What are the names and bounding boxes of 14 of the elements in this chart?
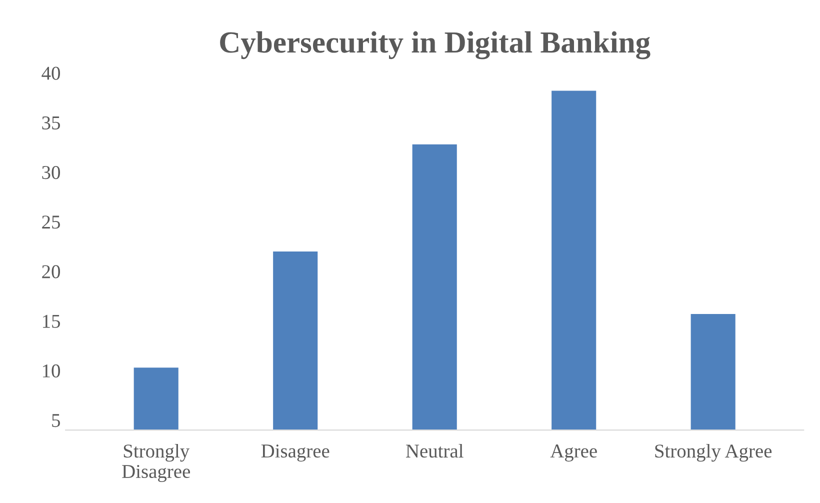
chart-title: Cybersecurity in Digital Banking [220, 31, 650, 60]
y-tick-label: 35 [42, 116, 60, 130]
x-tick-label: Neutral [406, 444, 464, 458]
x-tick-label: Agree [550, 444, 597, 462]
y-tick-label: 40 [42, 66, 60, 80]
y-tick-label: 20 [42, 265, 60, 278]
y-tick-label: 30 [42, 166, 60, 180]
x-tick-label: Strongly Agree [655, 444, 772, 462]
x-tick-label: Strongly Disagree [122, 444, 190, 482]
y-tick-label: 10 [43, 364, 60, 378]
y-tick-label: 25 [42, 216, 60, 229]
y-tick-label: 5 [52, 414, 60, 428]
x-tick-label: Disagree [261, 444, 330, 462]
y-tick-label: 15 [43, 314, 60, 328]
